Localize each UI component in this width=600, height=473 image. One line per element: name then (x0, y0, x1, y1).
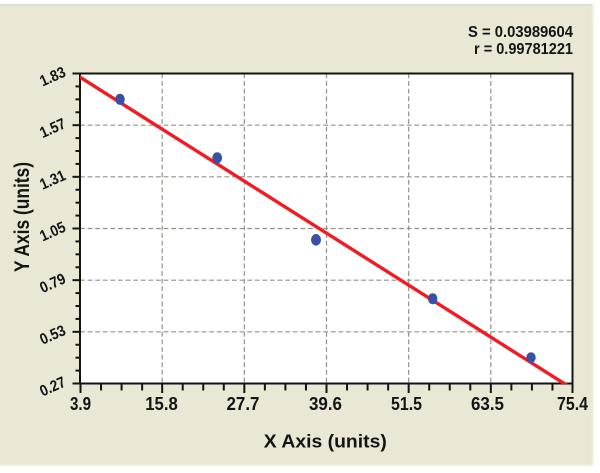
svg-text:Y Axis (units): Y Axis (units) (10, 162, 34, 272)
svg-text:r = 0.99781221: r = 0.99781221 (474, 41, 573, 58)
svg-text:75.4: 75.4 (557, 394, 588, 414)
svg-text:X Axis (units): X Axis (units) (264, 431, 387, 452)
svg-text:15.8: 15.8 (145, 394, 178, 414)
svg-text:39.6: 39.6 (309, 394, 342, 414)
svg-text:3.9: 3.9 (70, 394, 91, 414)
svg-text:51.5: 51.5 (391, 394, 422, 414)
svg-text:S = 0.03989604: S = 0.03989604 (468, 24, 573, 41)
svg-text:27.7: 27.7 (227, 394, 260, 414)
svg-text:63.5: 63.5 (471, 394, 504, 414)
